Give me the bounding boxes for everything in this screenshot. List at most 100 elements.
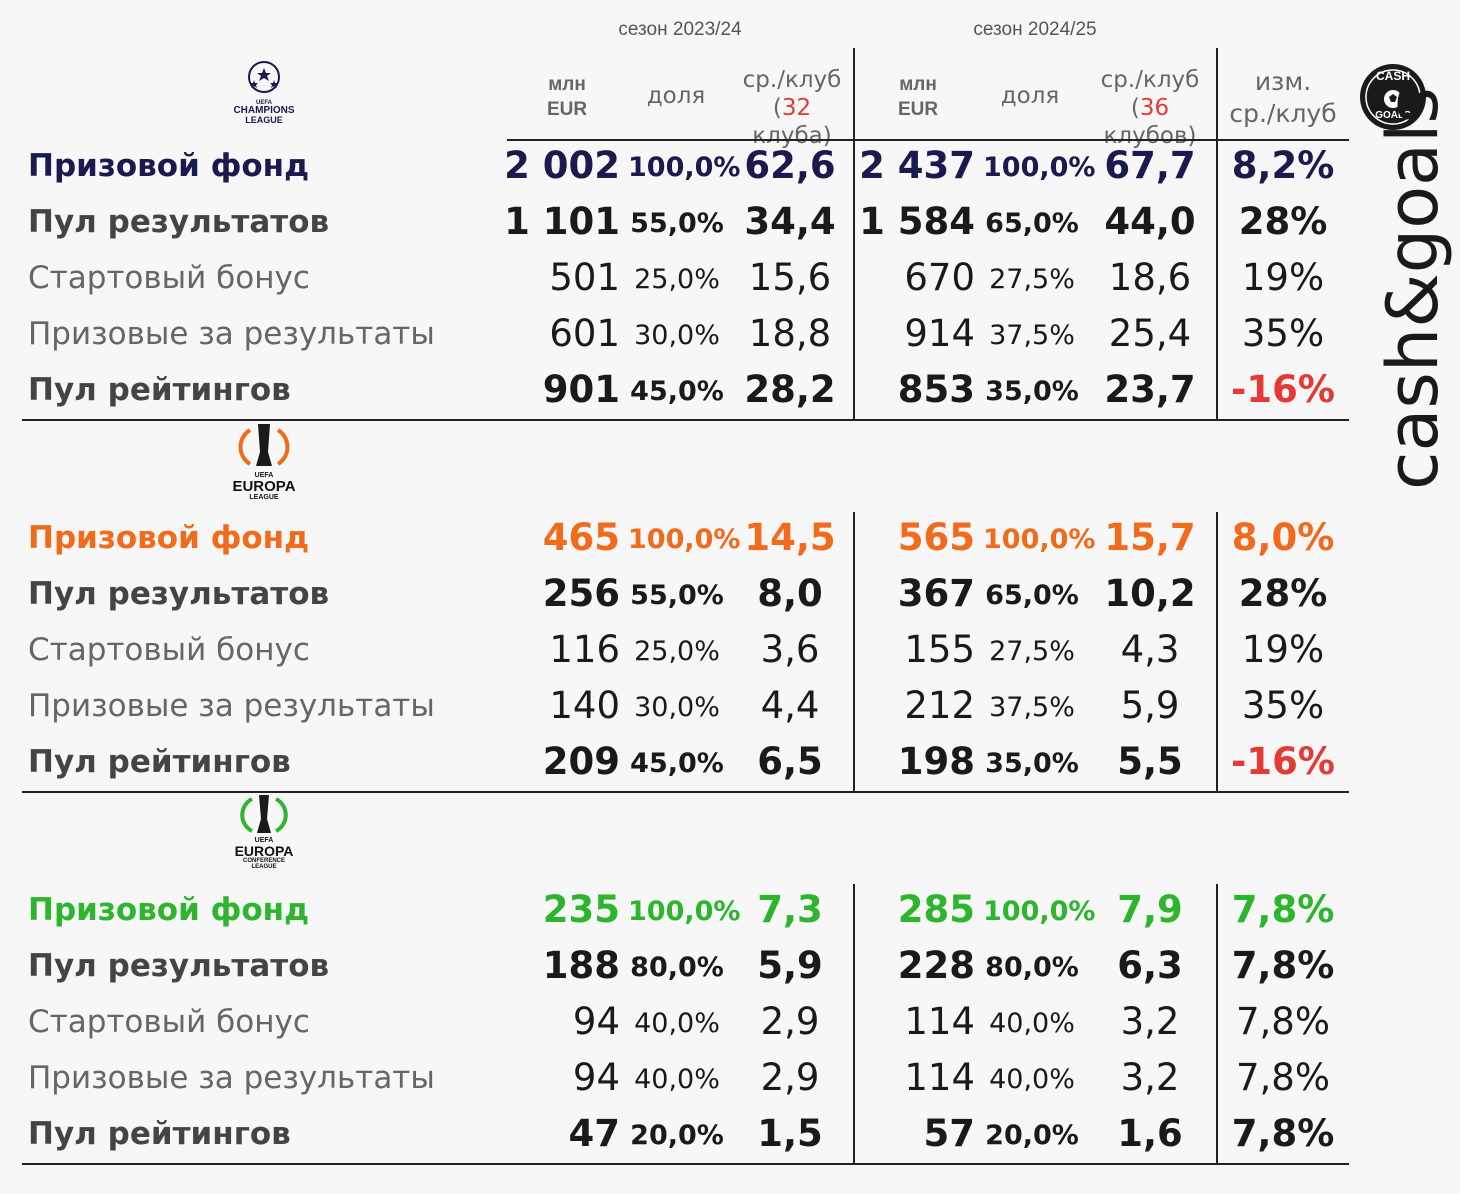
ucl-logo-line-3: LEAGUE xyxy=(245,115,283,125)
value-2023: 94 xyxy=(572,1056,620,1099)
share-2023: 40,0% xyxy=(634,1064,720,1095)
change-avg: 8,2% xyxy=(1231,144,1335,187)
uel-logo-line-3: LEAGUE xyxy=(249,494,279,501)
section-bottom-line xyxy=(22,1163,1349,1165)
avg-2024: 5,9 xyxy=(1120,684,1180,727)
table-row: Призовой фонд 235 100,0% 7,3 285 100,0% 7,9 7,8… xyxy=(0,884,1350,940)
season-2023-label: сезон 2023/24 xyxy=(618,19,742,40)
col-header-mln-a: млн EUR xyxy=(527,72,607,122)
row-label: Призовой фонд xyxy=(28,148,310,184)
value-2024: 57 xyxy=(923,1112,976,1155)
value-2023: 601 xyxy=(549,312,620,355)
value-2023: 47 xyxy=(568,1112,621,1155)
avg-2023: 3,6 xyxy=(760,628,820,671)
row-label: Призовые за результаты xyxy=(28,688,435,724)
avg-2024: 25,4 xyxy=(1108,312,1192,355)
row-label: Пул результатов xyxy=(28,204,330,240)
starball-icon xyxy=(248,61,280,93)
change-avg: 7,8% xyxy=(1231,888,1335,931)
avg-2023: 14,5 xyxy=(744,516,836,559)
share-2023: 100,0% xyxy=(628,524,741,555)
share-2023: 25,0% xyxy=(634,636,720,667)
section-bottom-line xyxy=(22,791,1349,793)
cash-goals-logo: CASH GOALS xyxy=(1358,62,1428,132)
share-2024: 65,0% xyxy=(985,580,1079,611)
row-label: Призовой фонд xyxy=(28,520,310,556)
header-divider xyxy=(507,139,1349,141)
value-2024: 565 xyxy=(897,516,975,559)
uecl-logo-line-2: EUROPA xyxy=(234,843,294,859)
value-2023: 2 002 xyxy=(504,144,620,187)
row-label: Стартовый бонус xyxy=(28,1004,310,1040)
table-row: Стартовый бонус 116 25,0% 3,6 155 27,5% 4,3 19% xyxy=(0,624,1350,680)
share-2023: 100,0% xyxy=(628,152,741,183)
avg-2023: 15,6 xyxy=(748,256,832,299)
share-2023: 25,0% xyxy=(634,264,720,295)
share-2024: 35,0% xyxy=(985,376,1079,407)
value-2023: 501 xyxy=(549,256,620,299)
avg-2024: 3,2 xyxy=(1120,1056,1180,1099)
conference-trophy-icon xyxy=(240,795,288,833)
col-header-avg-b-line2: (36 клубов) xyxy=(1103,95,1197,149)
value-2023: 1 101 xyxy=(504,200,620,243)
share-2023: 100,0% xyxy=(628,896,741,927)
avg-2024: 6,3 xyxy=(1117,944,1183,987)
change-avg: 7,8% xyxy=(1236,1056,1330,1099)
share-2024: 37,5% xyxy=(989,692,1075,723)
change-avg: 19% xyxy=(1241,628,1325,671)
avg-2023: 6,5 xyxy=(757,740,823,783)
uecl-logo-line-1: UEFA xyxy=(254,837,274,844)
divider-change xyxy=(1216,48,1218,420)
value-2023: 94 xyxy=(572,1000,620,1043)
share-2023: 45,0% xyxy=(630,376,724,407)
brand-vertical-text: cash&goals xyxy=(1372,87,1454,490)
avg-2024: 23,7 xyxy=(1104,368,1196,411)
avg-2023: 62,6 xyxy=(744,144,836,187)
avg-2023: 28,2 xyxy=(744,368,836,411)
table-row: Призовые за результаты 140 30,0% 4,4 212 37,5… xyxy=(0,680,1350,736)
table-row: Призовые за результаты 94 40,0% 2,9 114 40,0%… xyxy=(0,1052,1350,1108)
avg-2024: 5,5 xyxy=(1117,740,1183,783)
value-2024: 198 xyxy=(897,740,975,783)
row-label: Призовые за результаты xyxy=(28,1060,435,1096)
divider-change xyxy=(1216,512,1218,792)
change-avg: -16% xyxy=(1231,740,1335,783)
avg-2023: 1,5 xyxy=(757,1112,823,1155)
avg-2023: 7,3 xyxy=(757,888,823,931)
avg-2023: 5,9 xyxy=(757,944,823,987)
row-label: Пул рейтингов xyxy=(28,744,291,780)
table-row: Пул рейтингов 901 45,0% 28,2 853 35,0% 23,7 -16… xyxy=(0,364,1350,420)
avg-2023: 2,9 xyxy=(760,1000,820,1043)
change-avg: 8,0% xyxy=(1231,516,1335,559)
col-header-avg-a-line2: (32 клуба) xyxy=(752,95,832,149)
table-row: Стартовый бонус 501 25,0% 15,6 670 27,5% 18,6 1… xyxy=(0,252,1350,308)
europa-trophy-icon xyxy=(238,424,290,466)
avg-2024: 15,7 xyxy=(1104,516,1196,559)
share-2023: 40,0% xyxy=(634,1008,720,1039)
row-label: Стартовый бонус xyxy=(28,632,310,668)
share-2024: 20,0% xyxy=(985,1120,1079,1151)
section-bottom-line xyxy=(22,419,1349,421)
value-2023: 235 xyxy=(542,888,620,931)
row-label: Пул результатов xyxy=(28,576,330,612)
share-2024: 40,0% xyxy=(989,1008,1075,1039)
avg-2024: 18,6 xyxy=(1108,256,1192,299)
share-2023: 20,0% xyxy=(630,1120,724,1151)
conference-league-logo: UEFA EUROPA CONFERENCE LEAGUE xyxy=(224,793,304,885)
avg-2024: 67,7 xyxy=(1104,144,1196,187)
table-row: Призовые за результаты 601 30,0% 18,8 914 37,… xyxy=(0,308,1350,364)
share-2024: 100,0% xyxy=(983,152,1096,183)
value-2023: 116 xyxy=(549,628,620,671)
avg-2023: 34,4 xyxy=(744,200,836,243)
row-label: Призовые за результаты xyxy=(28,316,435,352)
col-header-avg-b-line1: ср./клуб xyxy=(1100,67,1200,93)
table-row: Пул результатов 1 101 55,0% 34,4 1 584 65,0% 4… xyxy=(0,196,1350,252)
row-label: Пул рейтингов xyxy=(28,372,291,408)
uel-logo-line-2: EUROPA xyxy=(232,478,296,495)
season-2024-label: сезон 2024/25 xyxy=(973,19,1097,40)
value-2023: 209 xyxy=(542,740,620,783)
value-2024: 1 584 xyxy=(859,200,975,243)
col-header-mln-a-line1: млн xyxy=(548,74,586,95)
share-2024: 40,0% xyxy=(989,1064,1075,1095)
value-2023: 188 xyxy=(542,944,620,987)
